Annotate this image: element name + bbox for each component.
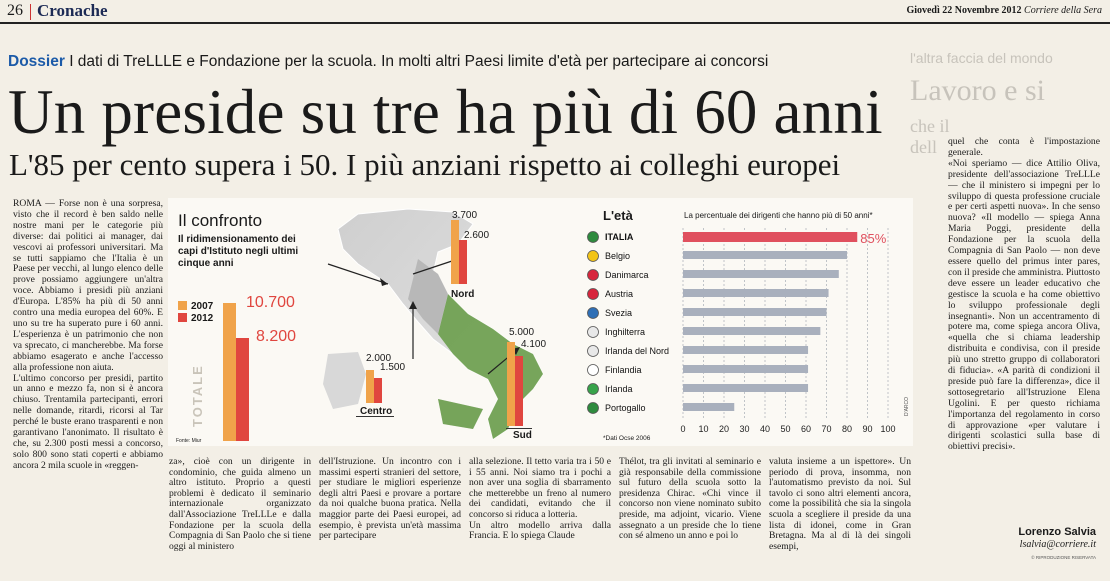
x-tick-label: 70 — [821, 424, 831, 434]
flag-icon — [587, 383, 599, 395]
x-tick-label: 40 — [760, 424, 770, 434]
bar-totale-2012 — [236, 338, 249, 441]
x-tick-label: 80 — [842, 424, 852, 434]
flag-icon — [587, 307, 599, 319]
article-column-2: za», cioè con un dirigente in condominio… — [169, 457, 311, 552]
centro-2012-value: 1.500 — [380, 362, 406, 373]
flag-icon — [587, 364, 599, 376]
x-tick-label: 10 — [698, 424, 708, 434]
dossier-label: Dossier — [8, 53, 65, 70]
category-label: Irlanda del Nord — [605, 346, 669, 356]
flag-icon — [587, 269, 599, 281]
infographic: Il confronto Il ridimensionamento dei ca… — [168, 198, 913, 446]
x-tick-label: 60 — [801, 424, 811, 434]
nord-label: Nord — [451, 289, 475, 300]
bar-irlanda — [683, 384, 809, 392]
flag-icon — [587, 402, 599, 414]
eta-subtitle: La percentuale dei dirigenti che hanno p… — [684, 211, 873, 220]
italy-map — [323, 208, 544, 440]
bar-totale-2007 — [223, 303, 236, 441]
article-column-1: ROMA — Forse non è una sorpresa, visto c… — [13, 199, 163, 471]
article-column-5: Thélot, tra gli invitati al seminario e … — [619, 457, 761, 542]
author-name: Lorenzo Salvia — [1018, 526, 1096, 538]
nord-2007-value: 3.700 — [452, 210, 478, 221]
category-label: Danimarca — [605, 270, 649, 280]
bar-centro-2012 — [374, 378, 382, 403]
x-tick-label: 0 — [680, 424, 685, 434]
headline: Un preside su tre ha più di 60 anni — [8, 77, 883, 147]
confronto-subtitle: Il ridimensionamento dei capi d'Istituto… — [178, 234, 299, 269]
highlight-value-label: 85% — [860, 231, 886, 246]
bar-nord-2007 — [451, 220, 459, 284]
totale-2012-value: 8.200 — [256, 328, 297, 345]
x-tick-label: 90 — [862, 424, 872, 434]
category-label: ITALIA — [605, 232, 634, 242]
eta-note: *Dati Ocse 2006 — [603, 435, 651, 442]
bar-finlandia — [683, 365, 809, 373]
subheadline: L'85 per cento supera i 50. I più anzian… — [9, 147, 841, 182]
bar-sud-2007 — [507, 342, 515, 426]
bar-austria — [683, 289, 829, 297]
x-tick-label: 100 — [880, 424, 895, 434]
confronto-source: Fonte: Miur — [176, 438, 202, 444]
article-column-4: alla selezione. Il tetto varia tra i 50 … — [469, 457, 611, 542]
sud-2007-value: 5.000 — [509, 327, 535, 338]
category-label: Svezia — [605, 308, 632, 318]
x-tick-label: 30 — [739, 424, 749, 434]
totale-2007-value: 10.700 — [246, 294, 295, 311]
nord-2012-value: 2.600 — [464, 230, 490, 241]
bar-nord-2012 — [459, 240, 467, 284]
bar-danimarca — [683, 270, 839, 278]
bar-sud-2012 — [515, 356, 523, 426]
eta-title: L'età — [603, 208, 633, 223]
category-label: Belgio — [605, 251, 630, 261]
category-label: Irlanda — [605, 384, 633, 394]
bar-centro-2007 — [366, 370, 374, 403]
bar-svezia — [683, 308, 827, 316]
page-date-line: Giovedì 22 Novembre 2012 Corriere della … — [906, 5, 1102, 16]
bar-belgio — [683, 251, 847, 259]
legend-2007: 2007 — [178, 301, 213, 312]
eta-bar-chart: 0 10 20 30 40 50 60 70 80 90 100 ITALIA 85% Belgio Dan… — [583, 222, 903, 442]
flag-icon — [587, 345, 599, 357]
x-tick-label: 50 — [780, 424, 790, 434]
x-tick-label: 20 — [719, 424, 729, 434]
bar-portogallo — [683, 403, 735, 411]
chart-credit: D'ARCO — [904, 396, 910, 416]
author-email: lsalvia@corriere.it — [1019, 539, 1096, 550]
sud-2012-value: 4.100 — [521, 339, 547, 350]
category-label: Portogallo — [605, 403, 646, 413]
dossier-text: I dati di TreLLLE e Fondazione per la sc… — [69, 53, 769, 70]
centro-2007-value: 2.000 — [366, 353, 392, 364]
flag-icon — [587, 326, 599, 338]
section-name: Cronache — [37, 1, 108, 20]
category-label: Inghilterra — [605, 327, 645, 337]
centro-label: Centro — [360, 406, 393, 417]
confronto-title: Il confronto — [178, 211, 263, 230]
bar-irlanda-del-nord — [683, 346, 809, 354]
bar-inghilterra — [683, 327, 821, 335]
faded-article-strip: l'altra faccia del mondo Lavoro e si che… — [910, 50, 1053, 157]
article-column-3: dell'Istruzione. Un incontro con i massi… — [319, 457, 461, 542]
category-label: Finlandia — [605, 365, 642, 375]
legend-2012: 2012 — [178, 313, 213, 324]
eta-chart-svg: 0 10 20 30 40 50 60 70 80 90 100 ITALIA 85% Belgio Dan… — [587, 228, 896, 434]
article-column-7: quel che conta è l'impostazione generale… — [948, 137, 1100, 453]
bar-italia — [683, 232, 858, 242]
article-column-6: valuta insieme a un ispettore». Un perio… — [769, 457, 911, 552]
category-label: Austria — [605, 289, 633, 299]
dossier-line: Dossier I dati di TreLLLE e Fondazione p… — [8, 53, 768, 71]
sud-label: Sud — [513, 430, 532, 441]
copyright-note: © RIPRODUZIONE RISERVATA — [1031, 555, 1096, 560]
page-number: 26 — [7, 2, 23, 19]
flag-icon — [587, 250, 599, 262]
flag-icon — [587, 288, 599, 300]
flag-icon — [587, 231, 599, 243]
